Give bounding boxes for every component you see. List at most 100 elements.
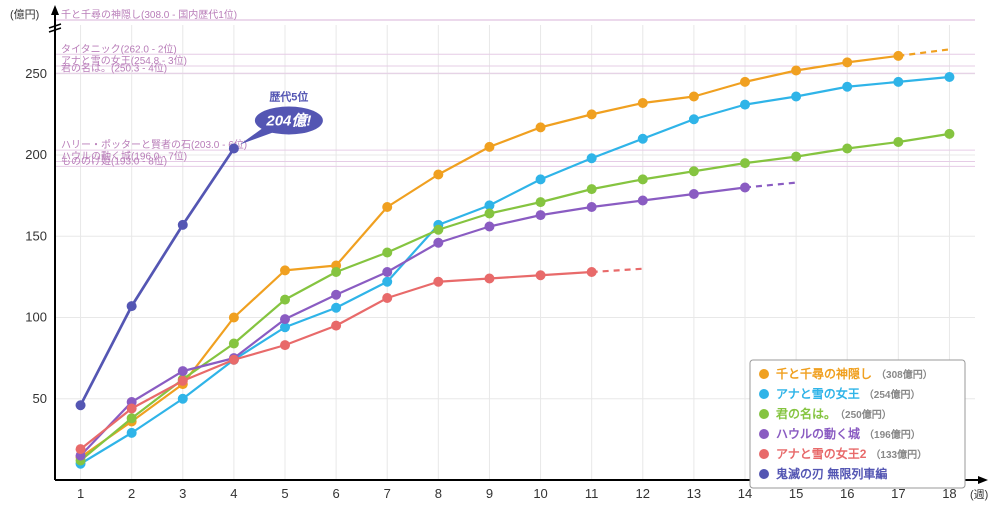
x-tick-label: 1	[77, 486, 84, 501]
legend-marker	[759, 429, 769, 439]
series-marker-frozen2	[229, 355, 239, 365]
series-marker-frozen2	[331, 321, 341, 331]
line-chart: 千と千尋の神隠し(308.0 - 国内歴代1位) タイタニック(262.0 - 2…	[0, 0, 1000, 522]
series-marker-your_name	[842, 144, 852, 154]
chart-container: 千と千尋の神隠し(308.0 - 国内歴代1位) タイタニック(262.0 - 2…	[0, 0, 1000, 522]
x-tick-label: 6	[332, 486, 339, 501]
legend-label: 鬼滅の刃 無限列車編	[776, 466, 887, 481]
series-marker-howl	[536, 210, 546, 220]
series-marker-howl	[689, 189, 699, 199]
series-marker-spirited_away	[689, 92, 699, 102]
series-marker-frozen	[740, 100, 750, 110]
series-marker-frozen	[638, 134, 648, 144]
x-tick-label: 14	[738, 486, 752, 501]
series-marker-your_name	[433, 225, 443, 235]
x-tick-label: 11	[585, 486, 599, 501]
series-marker-spirited_away	[280, 265, 290, 275]
x-tick-label: 9	[486, 486, 493, 501]
series-marker-your_name	[484, 209, 494, 219]
series-marker-howl	[280, 314, 290, 324]
series-marker-frozen	[331, 303, 341, 313]
series-marker-your_name	[587, 184, 597, 194]
series-marker-frozen	[893, 77, 903, 87]
series-marker-spirited_away	[791, 66, 801, 76]
series-marker-frozen2	[433, 277, 443, 287]
series-marker-frozen	[842, 82, 852, 92]
series-marker-your_name	[127, 413, 137, 423]
x-tick-label: 7	[384, 486, 391, 501]
series-marker-your_name	[536, 197, 546, 207]
series-marker-howl	[331, 290, 341, 300]
callout-value: 204億!	[265, 113, 311, 130]
series-marker-frozen2	[76, 444, 86, 454]
series-marker-howl	[638, 196, 648, 206]
series-marker-your_name	[944, 129, 954, 139]
series-marker-spirited_away	[536, 122, 546, 132]
x-tick-label: 5	[281, 486, 288, 501]
series-marker-frozen	[178, 394, 188, 404]
series-marker-frozen	[127, 428, 137, 438]
legend-marker	[759, 369, 769, 379]
series-marker-your_name	[382, 248, 392, 258]
series-marker-howl	[740, 183, 750, 193]
series-marker-howl	[587, 202, 597, 212]
series-marker-spirited_away	[433, 170, 443, 180]
series-marker-frozen2	[484, 274, 494, 284]
y-tick-label: 200	[25, 147, 47, 162]
y-tick-label: 150	[25, 228, 47, 243]
series-marker-your_name	[280, 295, 290, 305]
series-marker-frozen2	[178, 376, 188, 386]
series-marker-demon_slayer	[178, 220, 188, 230]
series-marker-spirited_away	[382, 202, 392, 212]
series-marker-your_name	[689, 166, 699, 176]
series-marker-frozen2	[280, 340, 290, 350]
series-marker-demon_slayer	[229, 144, 239, 154]
series-marker-frozen	[791, 92, 801, 102]
x-axis-unit: (週)	[970, 488, 988, 501]
y-tick-label: 50	[33, 391, 47, 406]
series-marker-demon_slayer	[76, 400, 86, 410]
series-marker-howl	[178, 366, 188, 376]
series-marker-howl	[484, 222, 494, 232]
y-tick-label: 250	[25, 66, 47, 81]
x-tick-label: 4	[230, 486, 237, 501]
reference-label: 千と千尋の神隠し(308.0 - 国内歴代1位)	[61, 8, 237, 21]
y-tick-label: 100	[25, 310, 47, 325]
series-line-dashed-frozen2	[592, 269, 643, 272]
series-marker-howl	[382, 267, 392, 277]
series-marker-frozen	[944, 72, 954, 82]
series-marker-demon_slayer	[127, 301, 137, 311]
legend-marker	[759, 469, 769, 479]
reference-label: タイタニック(262.0 - 2位)	[61, 42, 177, 55]
series-marker-frozen	[536, 174, 546, 184]
x-tick-label: 2	[128, 486, 135, 501]
series-marker-spirited_away	[484, 142, 494, 152]
x-tick-label: 12	[636, 486, 650, 501]
series-line-dashed-howl	[745, 183, 796, 188]
series-marker-frozen2	[536, 270, 546, 280]
series-marker-your_name	[740, 158, 750, 168]
x-tick-label: 3	[179, 486, 186, 501]
series-marker-your_name	[791, 152, 801, 162]
y-axis-unit: (億円)	[10, 8, 39, 21]
series-marker-your_name	[331, 267, 341, 277]
x-tick-label: 13	[687, 486, 701, 501]
series-marker-frozen	[587, 153, 597, 163]
series-marker-your_name	[893, 137, 903, 147]
series-line-dashed-spirited_away	[898, 49, 949, 56]
series-marker-your_name	[638, 174, 648, 184]
series-marker-spirited_away	[229, 313, 239, 323]
series-marker-spirited_away	[893, 51, 903, 61]
x-tick-label: 8	[435, 486, 442, 501]
callout-rank: 歴代5位	[269, 90, 308, 104]
reference-label: 君の名は。(250.3 - 4位)	[61, 61, 167, 74]
reference-label: ハリー・ポッターと賢者の石(203.0 - 6位)	[61, 138, 247, 151]
series-line-demon_slayer	[81, 149, 234, 406]
series-marker-your_name	[229, 339, 239, 349]
series-marker-spirited_away	[638, 98, 648, 108]
series-marker-frozen2	[382, 293, 392, 303]
legend-marker	[759, 449, 769, 459]
legend-marker	[759, 389, 769, 399]
x-tick-label: 10	[533, 486, 547, 501]
series-marker-spirited_away	[740, 77, 750, 87]
